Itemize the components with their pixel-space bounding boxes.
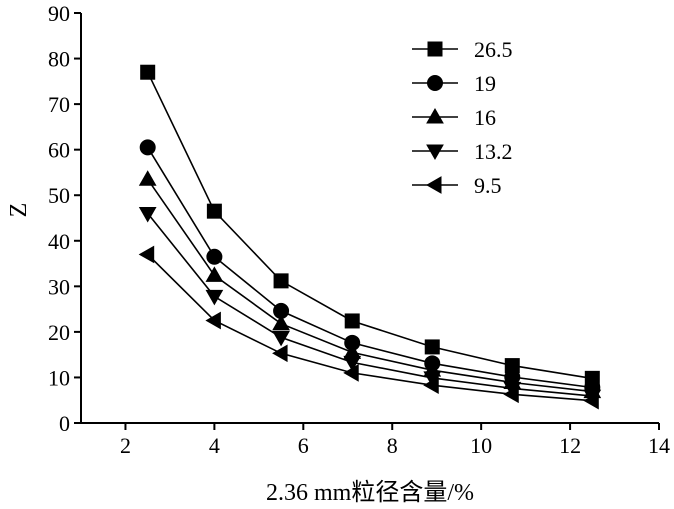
- legend-marker: [427, 75, 443, 91]
- data-point: [272, 314, 290, 331]
- y-axis-title: Z: [6, 203, 32, 218]
- legend-item: 13.2: [412, 139, 513, 164]
- x-axis-title: 2.36 mm粒径含量/%: [266, 479, 474, 506]
- data-point: [424, 339, 440, 355]
- data-point: [272, 330, 290, 347]
- legend-label: 13.2: [474, 139, 513, 164]
- axes: [80, 13, 659, 424]
- data-point: [343, 355, 362, 372]
- data-point: [205, 266, 224, 282]
- y-ticks: 0 10 20 30 40 50 60 70 80 90: [48, 1, 81, 436]
- series-3: [138, 206, 602, 406]
- series-group: [138, 64, 602, 410]
- data-point: [423, 376, 439, 395]
- data-point: [205, 289, 224, 306]
- data-point: [344, 313, 360, 329]
- legend-label: 16: [474, 105, 496, 130]
- legend-item: 19: [412, 71, 496, 96]
- data-point: [138, 245, 155, 264]
- legend-marker: [425, 176, 442, 194]
- legend-label: 19: [474, 71, 496, 96]
- data-point: [343, 364, 359, 382]
- y-tick-label: 30: [48, 274, 70, 299]
- y-tick-label: 40: [48, 229, 70, 254]
- data-point: [138, 170, 157, 186]
- data-point: [503, 385, 519, 404]
- legend-label: 26.5: [474, 37, 513, 62]
- x-tick-label: 12: [559, 433, 581, 458]
- legend-marker: [426, 144, 444, 161]
- legend-item: 9.5: [412, 173, 502, 198]
- y-tick-label: 0: [59, 411, 70, 436]
- data-point: [206, 203, 222, 219]
- data-point: [272, 344, 288, 363]
- legend-label: 9.5: [474, 173, 502, 198]
- legend-marker: [426, 107, 444, 124]
- x-ticks: 2 4 6 8 10 12 14: [120, 423, 670, 458]
- y-tick-label: 60: [48, 138, 70, 163]
- y-tick-label: 20: [48, 320, 70, 345]
- legend: 26.5 19 16 13.2 9.5: [412, 37, 513, 198]
- data-point: [139, 139, 156, 156]
- legend-item: 16: [412, 105, 496, 130]
- series-line: [146, 71, 593, 380]
- y-tick-label: 50: [48, 183, 70, 208]
- x-tick-label: 14: [648, 433, 670, 458]
- x-tick-label: 6: [298, 433, 309, 458]
- y-tick-label: 10: [48, 365, 70, 390]
- data-point: [138, 206, 157, 223]
- data-point: [206, 248, 223, 265]
- data-point: [583, 391, 599, 410]
- series-4: [138, 245, 599, 410]
- x-tick-label: 8: [387, 433, 398, 458]
- y-tick-label: 70: [48, 92, 70, 117]
- data-point: [205, 311, 221, 330]
- y-tick-label: 90: [48, 1, 70, 26]
- series-0: [140, 64, 600, 386]
- data-point: [140, 64, 156, 80]
- x-tick-label: 2: [120, 433, 131, 458]
- x-tick-label: 10: [470, 433, 492, 458]
- legend-item: 26.5: [412, 37, 513, 62]
- legend-marker: [427, 41, 443, 57]
- y-tick-label: 80: [48, 47, 70, 72]
- x-tick-label: 4: [209, 433, 220, 458]
- data-point: [273, 273, 289, 289]
